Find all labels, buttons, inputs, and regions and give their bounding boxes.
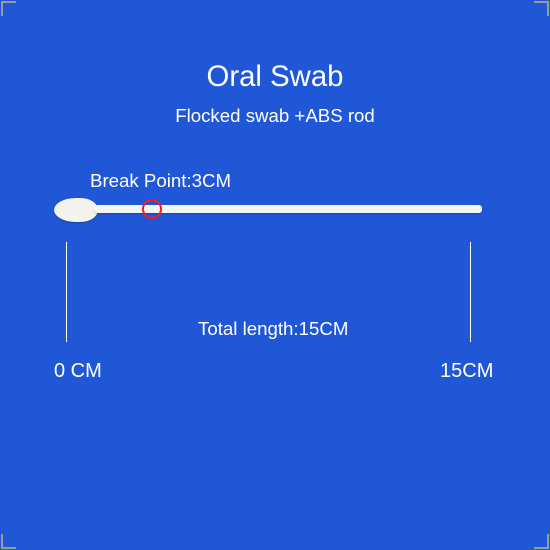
diagram-title: Oral Swab <box>0 60 550 94</box>
dimension-line-left <box>66 242 67 342</box>
break-point-ring-icon <box>142 199 162 219</box>
diagram-subtitle: Flocked swab +ABS rod <box>0 105 550 127</box>
left-scale-label: 0 CM <box>54 360 102 383</box>
dimension-line-right <box>470 242 471 342</box>
total-length-label: Total length:15CM <box>198 318 348 340</box>
right-scale-label: 15CM <box>440 360 493 383</box>
swab-tip-icon <box>54 198 98 222</box>
diagram-canvas: Oral Swab Flocked swab +ABS rod Break Po… <box>0 0 550 550</box>
break-point-label: Break Point:3CM <box>90 170 231 192</box>
